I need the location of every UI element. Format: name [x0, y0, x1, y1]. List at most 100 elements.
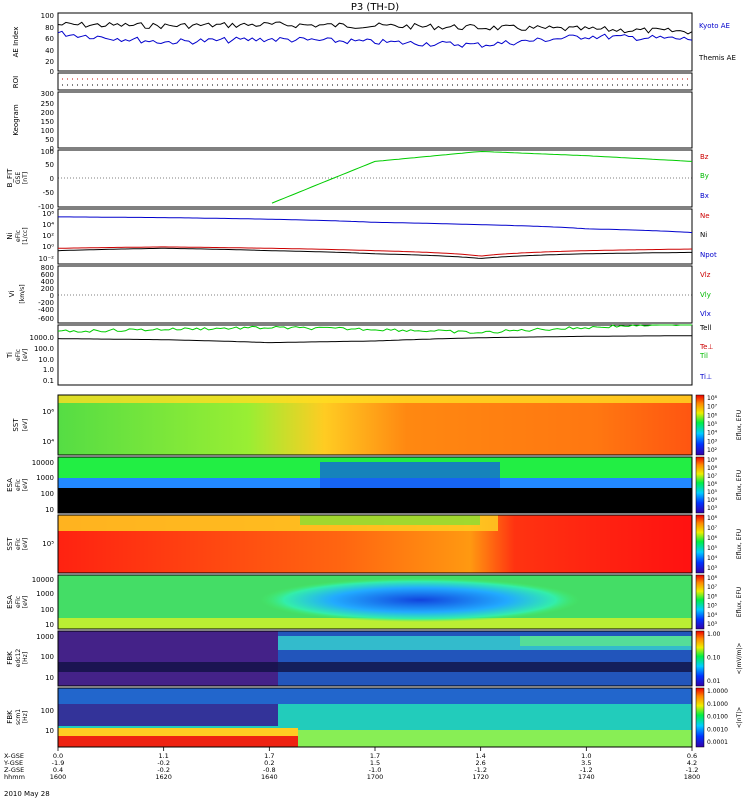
sst_i-colorbar-tick: 10⁷: [707, 525, 718, 532]
ti-sublabel: eFlc: [15, 349, 22, 361]
esa-e-black-floor: [58, 488, 692, 513]
axis-value-hhmm: 1600: [50, 773, 67, 781]
ni-panel: Ni eFlc [1/cc] 10⁸ 10⁴ 10² 10⁰ 10⁻² Ne N…: [6, 208, 717, 265]
series-layer: [57, 21, 693, 344]
axis-value-hhmm: 1640: [261, 773, 278, 781]
series-line-til: [57, 324, 692, 334]
fbk2-top-blue: [58, 688, 692, 704]
keogram-tick: 0: [50, 145, 54, 153]
fbk-edc12-spectrogram: FBK edc12 [Hz] 1000 100 10: [6, 630, 693, 687]
esa-i-tick: 100: [41, 606, 54, 614]
esa_e-colorbar-tick: 10⁷: [707, 473, 718, 480]
esa-i-tick: 10000: [32, 576, 54, 584]
sst-electron-spectrogram: SST [eV] 10⁶ 10⁴: [12, 394, 693, 456]
axis-row-label: Z-GSE: [4, 766, 24, 774]
axis-value-ygse: 4.2: [687, 759, 697, 767]
legend-ne: Ne: [700, 212, 710, 220]
date-label: 2010 May 28: [4, 790, 50, 798]
legend-viz: Vlz: [700, 271, 711, 279]
axis-row-label: hhmm: [4, 773, 25, 781]
ae-legend: Kyoto AE Themis AE: [698, 22, 736, 62]
ni-tick: 10²: [42, 232, 54, 240]
axis-value-zgse: -1.2: [580, 766, 593, 774]
bfit-sublabel: GSE: [15, 172, 22, 184]
fbk1-tick: 100: [41, 653, 54, 661]
esa_e-colorbar-label: Eflux, EFU: [736, 470, 743, 500]
sst-e-ylabel: SST: [12, 418, 20, 432]
vi-tick: 0: [50, 292, 54, 300]
axis-value-hhmm: 1700: [367, 773, 384, 781]
fbk2-sublabel: scm1: [15, 709, 22, 725]
bfit-ylabel: B_FIT: [6, 168, 14, 187]
sst-i-sublabel: eFlc: [15, 538, 22, 550]
esa-e-sublabel: eFlc: [15, 479, 22, 491]
esa_e-colorbar-tick: 10³: [707, 505, 718, 512]
ae-tick: 0: [50, 68, 54, 76]
ti-panel: Ti eFlc [eV] 1000.0 100.0 10.0 1.0 0.1 T…: [6, 324, 714, 386]
bfit-tick: 100: [41, 148, 54, 156]
series-line-by: [271, 150, 693, 204]
fbk1-colorbar-tick: 1.00: [707, 631, 721, 638]
sst-ion-spectrogram: SST eFlc [eV] 10⁵: [6, 514, 693, 574]
fbk-scm1-spectrogram: FBK scm1 [Hz] 100 10: [6, 687, 693, 748]
sst-i-ylabel: SST: [6, 537, 14, 551]
fbk2-colorbar: [695, 687, 705, 748]
vi-tick: -400: [38, 306, 54, 314]
esa-e-ylabel: ESA: [6, 478, 14, 492]
axis-value-zgse: -0.8: [263, 766, 276, 774]
axis-value-zgse: -1.2: [474, 766, 487, 774]
keogram-tick: 300: [41, 90, 54, 98]
series-line-themis-ae: [57, 21, 693, 35]
fbk1-colorbar-tick: 0.01: [707, 678, 721, 685]
series-line-kyoto-ae: [57, 30, 693, 48]
keogram-frame: [57, 91, 693, 149]
fbk2-ylabel: FBK: [6, 710, 14, 724]
sst_e-colorbar-tick: 10⁷: [707, 404, 718, 411]
legend-ni: Ni: [700, 231, 707, 239]
sst_i-colorbar-label: Eflux, EFU: [736, 529, 743, 559]
esa_i-colorbar-label: Eflux, EFU: [736, 587, 743, 617]
vi-tick: 800: [41, 264, 54, 272]
esa-electron-spectrogram: ESA eFlc [eV] 10000 1000 100 10: [6, 456, 693, 514]
keogram-tick: 150: [41, 118, 54, 126]
bfit-tick: -50: [43, 189, 54, 197]
esa-e-tick: 100: [41, 490, 54, 498]
series-line-ni: [57, 247, 692, 259]
bfit-units: [nT]: [22, 172, 29, 184]
esa-e-tick: 1000: [36, 474, 54, 482]
fbk1-frame: [57, 630, 693, 687]
sst-e-frame: [57, 394, 693, 456]
ti-tick: 1.0: [43, 366, 54, 374]
fbk2-bottom-right: [298, 730, 692, 747]
sst-i-tick: 10⁵: [42, 540, 54, 548]
axis-row-label: X-GSE: [4, 752, 24, 760]
vi-tick: 200: [41, 285, 54, 293]
sst_e-colorbar-tick: 10⁶: [707, 412, 718, 419]
axis-value-hhmm: 1720: [472, 773, 489, 781]
bfit-tick: 50: [45, 161, 54, 169]
axis-value-ygse: 2.6: [475, 759, 485, 767]
esa-e-tick: 10: [45, 506, 54, 514]
ae-tick: 40: [45, 47, 54, 55]
fbk1-tick: 10: [45, 674, 54, 682]
ti-tick: 0.1: [43, 377, 54, 385]
fbk1-right-green: [520, 636, 692, 646]
esa_e-colorbar: [695, 456, 705, 514]
legend-ti-perp: Ti⊥: [699, 373, 712, 381]
axis-value-xgse: 0.0: [53, 752, 63, 760]
vi-tick: -600: [38, 315, 54, 323]
fbk2-colorbar-tick: 0.0100: [707, 714, 728, 721]
sst-e-top-band: [58, 395, 692, 403]
esa-e-frame: [57, 456, 693, 514]
keogram-tick: 50: [45, 136, 54, 144]
esa_i-colorbar-tick: 10⁵: [707, 603, 718, 610]
esa-i-bottom-band: [58, 618, 692, 629]
roi-panel: ROI: [12, 72, 693, 91]
sst_i-colorbar-tick: 10⁵: [707, 545, 718, 552]
legend-viy: Vly: [700, 291, 711, 299]
sst_e-colorbar-label: Eflux, EFU: [736, 410, 743, 440]
sst_e-colorbar: [695, 394, 705, 456]
axis-value-xgse: 1.7: [370, 752, 380, 760]
ni-tick: 10⁴: [42, 221, 54, 229]
